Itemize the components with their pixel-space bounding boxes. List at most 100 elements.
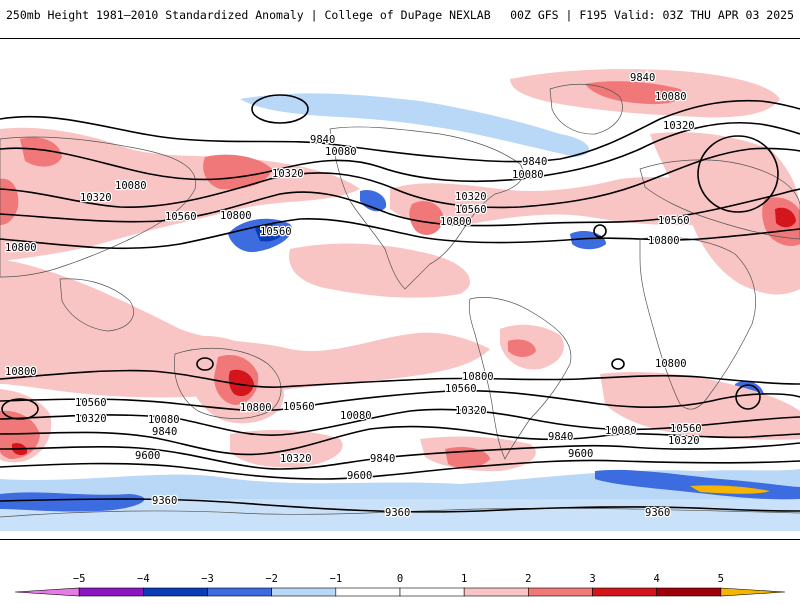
contour-label: 9840 [630,72,655,84]
coast-south-america [468,297,572,460]
contour-10800-south [0,369,800,388]
contour-label: 9840 [370,453,395,465]
coast-antarctica [0,507,800,518]
negative-anomaly-arctic [240,93,590,157]
positive-anomaly-south-pacific [230,429,343,468]
contour-label: 10320 [280,453,312,465]
contour-label: 9360 [385,507,410,519]
contour-9360-south [0,498,800,513]
contour-label: 10320 [80,192,112,204]
colorbar-swatch [207,587,272,597]
contour-label: 9360 [152,495,177,507]
world-map[interactable]: 9840 10080 9840 10080 10320 9840 10080 10320 105… [0,38,800,540]
contour-label: 9600 [135,450,160,462]
contour-label: 10320 [663,120,695,132]
contour-label: 10320 [668,435,700,447]
coast-africa [639,236,756,410]
colorbar-tick-label: 1 [461,573,467,585]
positive-anomaly-eurasia [650,132,800,295]
contour-label: 10080 [115,180,147,192]
colorbar-swatch [463,587,529,597]
map-canvas: 9840100809840100801032098401008010320105… [0,69,800,531]
positive-anomaly-south-indian-red [0,410,40,459]
colorbar-swatch [656,587,722,597]
contour-closed-low-4 [735,384,761,410]
positive-anomaly-west-pacific [203,154,272,190]
colorbar-tick-label: −1 [330,573,343,585]
colorbar-swatch [720,587,786,597]
height-contours [0,94,800,513]
contour-label: 10080 [512,169,544,181]
contour-10320-north [0,147,800,209]
colorbar-tick-label: −5 [73,573,86,585]
contour-label: 10800 [655,358,687,370]
contour-closed-low-5 [1,398,39,420]
colorbar-tick-label: 3 [589,573,595,585]
coast-greenland [549,84,623,135]
colorbar-swatch [143,587,208,597]
colorbar-tick-label: −2 [265,573,278,585]
contour-10560-north [0,188,800,227]
contour-closed-high-2 [611,358,625,370]
contour-label: 10560 [455,204,487,216]
contour-closed-low-2 [697,135,779,213]
contour-label: 10080 [148,414,180,426]
positive-anomaly-asia [0,127,360,262]
colorbar-swatch [335,587,401,597]
contour-10080-south [0,425,800,456]
contour-label: 10560 [445,383,477,395]
contour-label: 10800 [462,371,494,383]
positive-anomaly-west-us [409,201,444,235]
contour-label: 10800 [5,366,37,378]
contour-9840-south [0,442,800,470]
positive-anomaly-south-america-red [508,339,536,357]
contour-label: 10800 [240,402,272,414]
coast-europe [639,159,800,240]
model-valid-time: 00Z GFS | F195 Valid: 03Z THU APR 03 202… [510,8,794,22]
positive-anomaly-pacific-central [289,243,470,298]
contour-label: 10560 [75,397,107,409]
contour-label: 10800 [648,235,680,247]
contour-label: 10320 [272,168,304,180]
contour-9840-north [0,99,800,163]
contour-label: 10080 [325,146,357,158]
colorbar-swatch [271,587,337,597]
positive-anomaly-europe-dark [775,207,796,228]
coast-southeast-asia [59,278,134,332]
map-header: 250mb Height 1981–2010 Standardized Anom… [0,0,800,32]
negative-anomaly-pacific-core [255,223,284,242]
map-title: 250mb Height 1981–2010 Standardized Anom… [6,8,491,22]
contour-label: 9360 [645,507,670,519]
contour-label: 10560 [670,423,702,435]
contour-label: 9840 [310,134,335,146]
colorbar-swatch [14,587,80,597]
colorbar-tick-label: −3 [201,573,214,585]
contour-label: 9600 [347,470,372,482]
contour-label: 10560 [260,226,292,238]
contour-label: 10320 [75,413,107,425]
contour-label: 10320 [455,191,487,203]
colorbar-tick-label: 4 [654,573,660,585]
contour-10080-north [0,121,800,183]
colorbar-swatch [399,587,465,597]
colorbar-tick-labels: −5 −4 −3 −2 −1 0 1 2 3 4 5 [73,573,724,585]
contour-label: 10800 [220,210,252,222]
contour-labels: 9840100809840100801032098401008010320105… [4,71,703,521]
colorbar-swatch [78,587,144,597]
contour-label: 10080 [605,425,637,437]
contour-label: 10320 [455,405,487,417]
contour-closed-high-1 [196,357,214,371]
contour-closed-low-3 [593,224,607,238]
positive-anomaly-siberia [20,137,62,167]
colorbar-tick-label: 5 [718,573,724,585]
contour-label: 9840 [522,156,547,168]
contour-label: 10560 [283,401,315,413]
contour-10800-north [0,217,800,250]
contour-label: 9840 [152,426,177,438]
contour-label: 9840 [548,431,573,443]
contour-label: 10080 [655,91,687,103]
contour-label: 10800 [440,216,472,228]
positive-anomaly-na [390,177,741,226]
positive-anomaly-pacific-tropics [0,259,490,398]
positive-anomaly-greenland [585,81,684,105]
